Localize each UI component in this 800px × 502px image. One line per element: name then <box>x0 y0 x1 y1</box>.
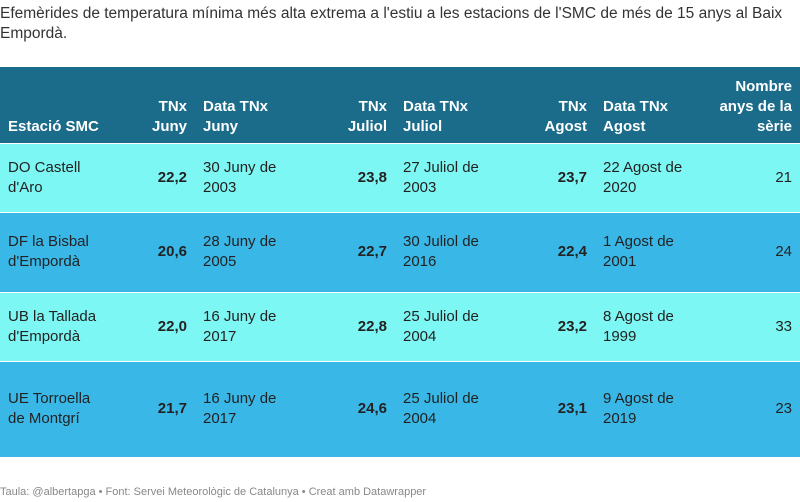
table-row: UB la Tallada d'Empordà 22,0 16 Juny de … <box>0 291 800 361</box>
cell-date-june: 28 Juny de 2005 <box>195 211 315 292</box>
header-date-june: Data TNx Juny <box>203 97 269 135</box>
header-date-july: Data TNx Juliol <box>403 97 469 135</box>
cell-station: UB la Tallada d'Empordà <box>0 291 117 361</box>
header-station: Estació SMC <box>8 117 99 135</box>
table-row: UE Torroella de Montgrí 21,7 16 Juny de … <box>0 360 800 457</box>
cell-date-august: 8 Agost de 1999 <box>595 291 697 361</box>
cell-date-august: 9 Agost de 2019 <box>595 360 697 457</box>
cell-series-years: 21 <box>697 142 800 212</box>
cell-date-june: 30 Juny de 2003 <box>195 142 315 212</box>
cell-tnx-august: 22,4 <box>519 211 595 292</box>
cell-tnx-july: 22,7 <box>315 211 395 292</box>
cell-date-august: 1 Agost de 2001 <box>595 211 697 292</box>
data-table: Estació SMC TNx Juny Data TNx Juny TNx J… <box>0 67 800 457</box>
cell-date-june: 16 Juny de 2017 <box>195 360 315 457</box>
cell-tnx-june: 22,2 <box>117 142 195 212</box>
cell-station: DF la Bisbal d'Empordà <box>0 211 117 292</box>
cell-series-years: 23 <box>697 360 800 457</box>
header-date-august: Data TNx Agost <box>603 97 669 135</box>
cell-series-years: 24 <box>697 211 800 292</box>
cell-tnx-august: 23,2 <box>519 291 595 361</box>
cell-date-june: 16 Juny de 2017 <box>195 291 315 361</box>
cell-tnx-june: 20,6 <box>117 211 195 292</box>
cell-date-july: 27 Juliol de 2003 <box>395 142 519 212</box>
table-row: DF la Bisbal d'Empordà 20,6 28 Juny de 2… <box>0 211 800 292</box>
cell-series-years: 33 <box>697 291 800 361</box>
cell-date-august: 22 Agost de 2020 <box>595 142 697 212</box>
table-title: Efemèrides de temperatura mínima més alt… <box>0 5 783 42</box>
cell-tnx-august: 23,7 <box>519 142 595 212</box>
table-row: DO Castell d'Aro 22,2 30 Juny de 2003 23… <box>0 142 800 212</box>
cell-station: DO Castell d'Aro <box>0 142 117 212</box>
header-series-years: Nombre anys de la sèrie <box>719 77 792 135</box>
cell-tnx-july: 24,6 <box>315 360 395 457</box>
header-tnx-july: TNx Juliol <box>347 97 387 135</box>
cell-date-july: 25 Juliol de 2004 <box>395 360 519 457</box>
header-tnx-june: TNx Juny <box>151 97 187 135</box>
cell-tnx-june: 21,7 <box>117 360 195 457</box>
cell-tnx-august: 23,1 <box>519 360 595 457</box>
cell-tnx-july: 23,8 <box>315 142 395 212</box>
cell-date-july: 30 Juliol de 2016 <box>395 211 519 292</box>
cell-station: UE Torroella de Montgrí <box>0 360 117 457</box>
cell-tnx-june: 22,0 <box>117 291 195 361</box>
header-row: Estació SMC TNx Juny Data TNx Juny TNx J… <box>0 67 800 143</box>
header-tnx-august: TNx Agost <box>544 97 588 135</box>
cell-tnx-july: 22,8 <box>315 291 395 361</box>
cell-date-july: 25 Juliol de 2004 <box>395 291 519 361</box>
table-footer: Taula: @albertapga • Font: Servei Meteor… <box>0 486 427 498</box>
